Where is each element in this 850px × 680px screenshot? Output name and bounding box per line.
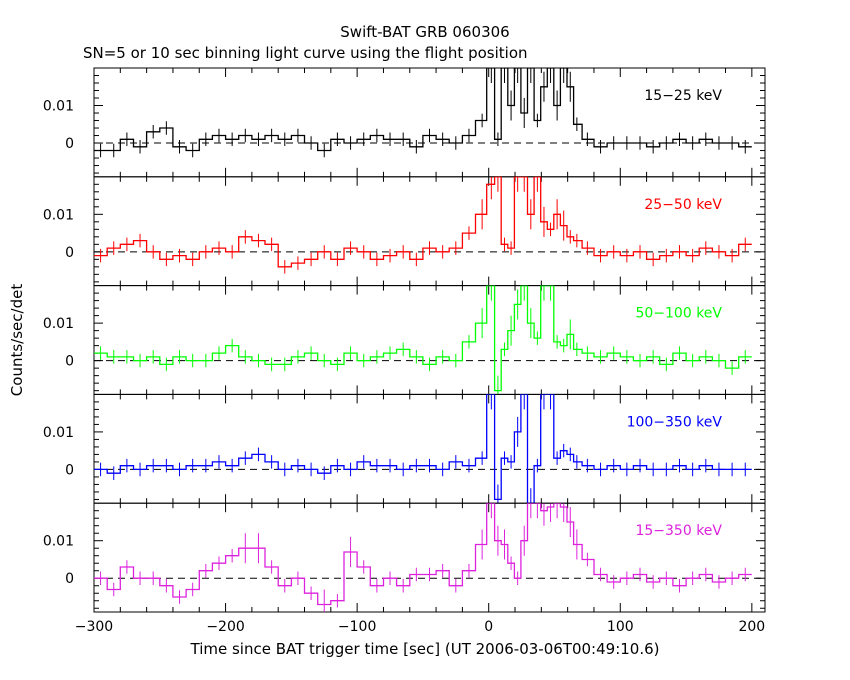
band-label: 50−100 keV [635, 306, 722, 322]
series-line [94, 503, 752, 606]
y-tick-label: 0 [65, 462, 74, 478]
series-group [94, 503, 752, 612]
chart-title: Swift-BAT GRB 060306 [340, 23, 509, 41]
panel-frame [93, 502, 766, 613]
panel: 0 0.01 25−50 keV [43, 176, 766, 287]
panel: 0 0.01 100−350 keV [43, 393, 766, 504]
y-axis-label: Counts/sec/det [8, 284, 26, 397]
y-tick-label: 0.01 [43, 207, 74, 223]
series-group [94, 285, 752, 395]
x-tick-label: −100 [338, 619, 376, 635]
y-tick-label: 0 [65, 245, 74, 261]
band-label: 100−350 keV [627, 414, 723, 430]
panel-frame [93, 176, 766, 287]
panel: 0 0.01 15−350 keV [43, 502, 766, 613]
panel: 0 0.01 15−25 keV [43, 67, 766, 178]
series-line [94, 285, 752, 392]
y-tick-label: 0.01 [43, 316, 74, 332]
series-group [94, 176, 752, 274]
panel-frame [93, 285, 766, 395]
panel-frame [93, 393, 766, 504]
panel: 0 0.01 50−100 keV [43, 285, 766, 395]
series-line [94, 394, 752, 504]
x-axis-label: Time since BAT trigger time [sec] (UT 20… [190, 640, 660, 658]
y-tick-label: 0 [65, 354, 74, 370]
band-label: 25−50 keV [644, 197, 722, 213]
y-tick-label: 0.01 [43, 99, 74, 115]
series-line [94, 176, 752, 268]
y-tick-label: 0 [65, 136, 74, 152]
x-tick-label: −200 [206, 619, 244, 635]
series-line [94, 68, 752, 152]
x-tick-label: 0 [484, 619, 493, 635]
x-tick-label: 200 [738, 619, 765, 635]
panels-group: 0 0.01 15−25 keV 0 0.01 25−50 keV 0 0.01 50−100 … [43, 67, 766, 635]
x-tick-label: −300 [75, 619, 113, 635]
series-group [94, 394, 752, 504]
y-tick-label: 0.01 [43, 534, 74, 550]
band-label: 15−25 keV [644, 88, 722, 104]
chart-subtitle: SN=5 or 10 sec binning light curve using… [83, 44, 528, 62]
band-label: 15−350 keV [635, 523, 722, 539]
series-group [94, 68, 752, 158]
panel-frame [93, 67, 766, 178]
y-tick-label: 0.01 [43, 425, 74, 441]
x-tick-label: 100 [607, 619, 634, 635]
y-tick-label: 0 [65, 571, 74, 587]
